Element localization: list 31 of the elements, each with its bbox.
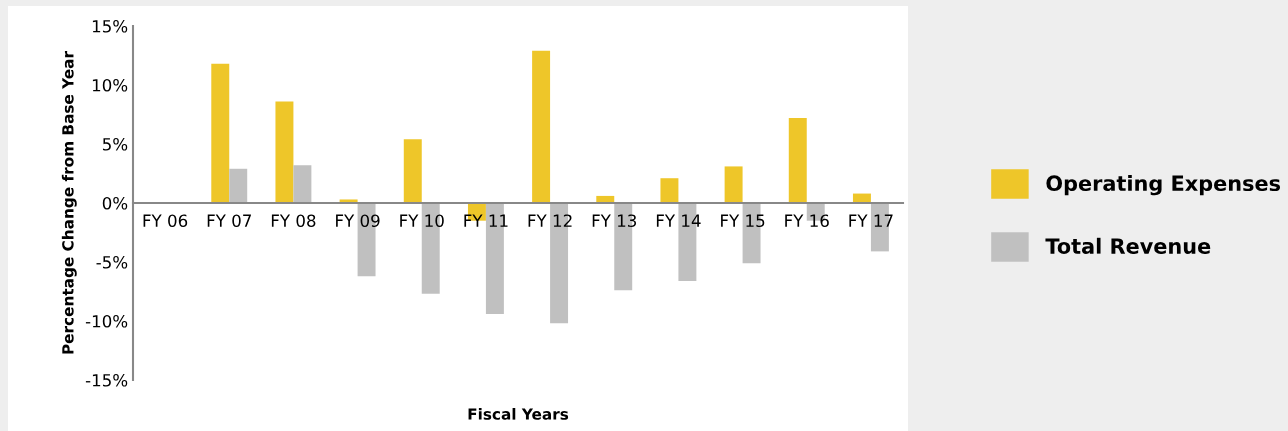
- y-tick-label: 15%: [92, 19, 128, 33]
- bar: [788, 118, 807, 203]
- y-tick-label: 10%: [92, 78, 128, 92]
- y-tick-label: 0%: [102, 196, 128, 210]
- x-tick-label: FY 13: [592, 214, 637, 228]
- x-tick-label: FY 14: [656, 214, 701, 227]
- x-tick-label: FY 10: [400, 214, 444, 228]
- x-tick-label: FY 08: [271, 214, 316, 228]
- x-tick-label: FY 06: [143, 214, 188, 228]
- bar: [532, 50, 551, 203]
- bar: [403, 139, 422, 203]
- x-tick-label: FY 12: [528, 214, 572, 227]
- x-tick-label: FY 17: [849, 214, 893, 227]
- y-tick-label: -5%: [96, 255, 128, 269]
- y-axis-title: Percentage Change from Base Year: [61, 51, 77, 354]
- bar: [275, 101, 294, 203]
- bar: [229, 168, 248, 203]
- x-axis-title: Fiscal Years: [468, 408, 569, 420]
- bar: [293, 165, 312, 203]
- legend-label: Total Revenue: [1045, 237, 1211, 254]
- x-tick-label: FY 15: [721, 214, 765, 228]
- bar: [660, 178, 679, 203]
- x-tick-label: FY 07: [207, 214, 251, 228]
- bar: [724, 166, 743, 203]
- y-tick-label: -15%: [85, 373, 128, 387]
- y-tick-label: 5%: [102, 137, 128, 151]
- y-tick-label: -10%: [85, 314, 128, 328]
- x-tick-label: FY 16: [785, 214, 829, 228]
- legend-label: Operating Expenses: [1046, 174, 1281, 196]
- bar: [211, 63, 230, 203]
- x-tick-label: FY 09: [336, 214, 380, 228]
